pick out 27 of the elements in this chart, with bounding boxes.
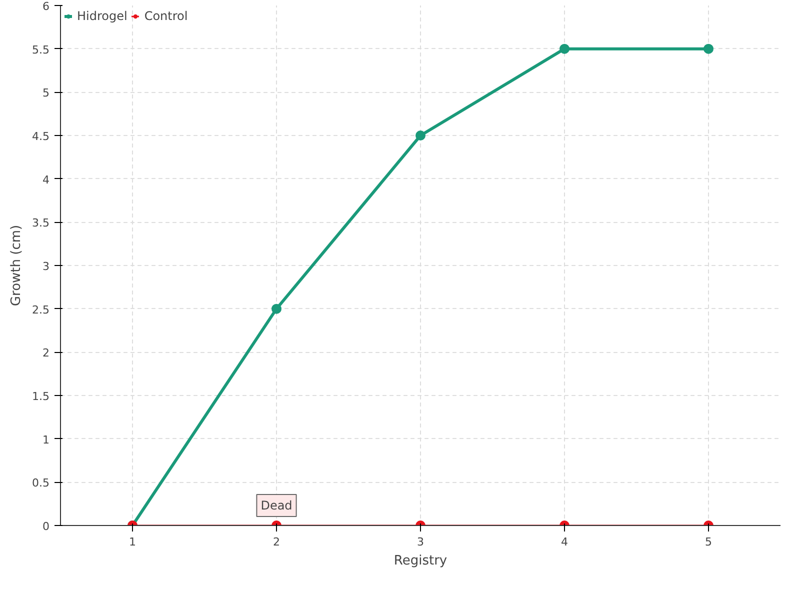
x-tick-label: 1 bbox=[129, 536, 136, 548]
legend-label: Control bbox=[144, 9, 188, 23]
y-tick-label: 0 bbox=[42, 520, 50, 533]
annotation: Dead bbox=[260, 498, 292, 512]
y-tick-label: 6 bbox=[42, 0, 50, 13]
y-tick-label: 3 bbox=[42, 260, 50, 273]
point bbox=[272, 304, 282, 314]
point bbox=[416, 130, 426, 140]
point bbox=[560, 44, 570, 54]
y-tick-label: 5 bbox=[42, 86, 50, 100]
point bbox=[704, 44, 714, 54]
x-tick-label: 4 bbox=[561, 536, 568, 548]
x-tick-label: 2 bbox=[273, 536, 280, 548]
y-tick-label: 2 bbox=[42, 346, 50, 360]
y-tick-label: 4.5 bbox=[32, 130, 50, 143]
y-tick-label: 5.5 bbox=[32, 43, 50, 56]
y-tick-label: 1 bbox=[42, 433, 50, 446]
y-tick-label: 3.5 bbox=[32, 216, 50, 230]
x-tick-label: 5 bbox=[705, 536, 712, 548]
x-tick-label: 3 bbox=[417, 536, 424, 548]
y-tick-label: 0.5 bbox=[32, 476, 50, 490]
y-tick-label: 1.5 bbox=[32, 390, 50, 403]
legend-label: Hidrogel bbox=[77, 9, 128, 23]
x-axis-title: Registry bbox=[394, 554, 448, 568]
y-axis-title: Growth (cm) bbox=[9, 224, 24, 306]
y-tick-label: 2.5 bbox=[32, 303, 50, 316]
y-tick-label: 4 bbox=[42, 173, 50, 186]
